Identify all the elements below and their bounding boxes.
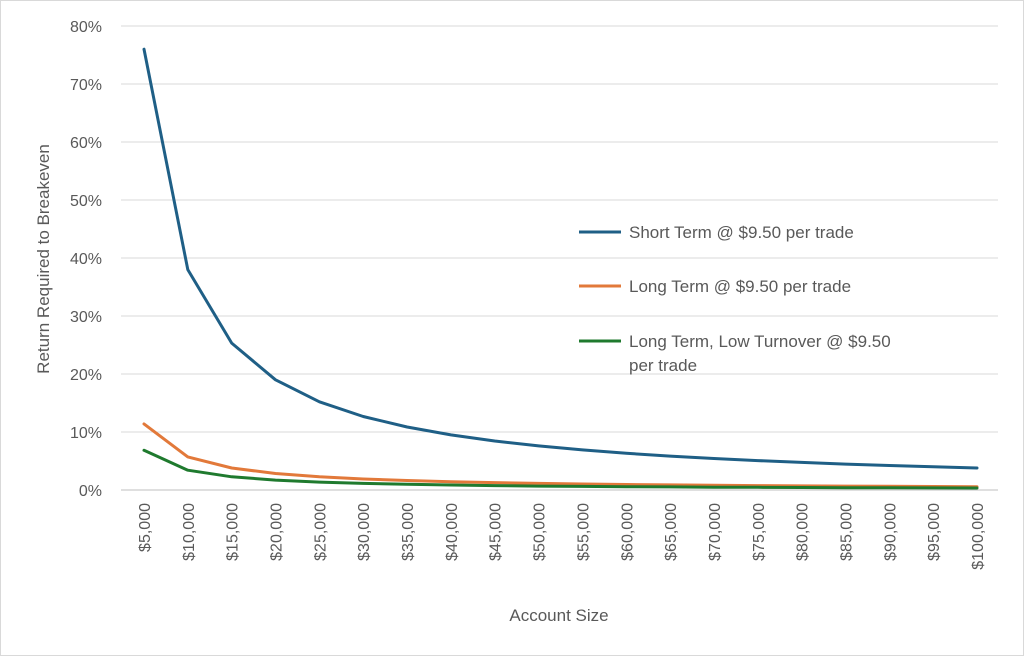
y-tick-label: 60%	[70, 135, 102, 152]
x-tick-label: $45,000	[488, 503, 505, 561]
x-tick-label: $75,000	[751, 503, 768, 561]
y-axis-title: Return Required to Breakeven	[34, 144, 53, 374]
series-line-1	[142, 47, 979, 470]
x-tick-label: $90,000	[882, 503, 899, 561]
x-tick-label: $85,000	[838, 503, 855, 561]
legend-label: Short Term @ $9.50 per trade	[629, 223, 854, 242]
x-tick-label: $95,000	[926, 503, 943, 561]
x-tick-label: $10,000	[181, 503, 198, 561]
x-axis-title: Account Size	[509, 606, 608, 625]
y-tick-label: 30%	[70, 309, 102, 326]
x-tick-label: $30,000	[356, 503, 373, 561]
x-tick-label: $5,000	[137, 503, 154, 552]
y-tick-label: 20%	[70, 367, 102, 384]
y-tick-label: 50%	[70, 193, 102, 210]
y-tick-label: 70%	[70, 77, 102, 94]
legend-label: Long Term @ $9.50 per trade	[629, 277, 851, 296]
series-line-2	[142, 422, 979, 489]
series-lines	[142, 47, 979, 490]
y-tick-label: 80%	[70, 19, 102, 36]
x-tick-label: $35,000	[400, 503, 417, 561]
x-tick-label: $15,000	[225, 503, 242, 561]
legend-label: Long Term, Low Turnover @ $9.50 per trade	[629, 332, 891, 375]
y-tick-label: 10%	[70, 425, 102, 442]
x-tick-label: $65,000	[663, 503, 680, 561]
x-tick-label: $25,000	[312, 503, 329, 561]
series-line-3	[142, 448, 979, 490]
x-tick-label: $60,000	[619, 503, 636, 561]
x-tick-label: $40,000	[444, 503, 461, 561]
y-tick-label: 40%	[70, 251, 102, 268]
x-tick-label: $70,000	[707, 503, 724, 561]
x-tick-label: $20,000	[269, 503, 286, 561]
x-tick-label: $50,000	[532, 503, 549, 561]
y-tick-label: 0%	[79, 483, 102, 500]
legend: Short Term @ $9.50 per trade Long Term @ …	[579, 223, 891, 375]
gridlines	[121, 25, 998, 491]
x-tick-label: $55,000	[575, 503, 592, 561]
x-tick-label: $80,000	[795, 503, 812, 561]
y-axis-ticks: 0% 10% 20% 30% 40% 50% 60% 70% 80%	[70, 19, 102, 500]
x-tick-label: $100,000	[970, 503, 987, 570]
x-axis-ticks: $5,000 $10,000 $15,000 $20,000 $25,000 $30,00…	[137, 503, 987, 570]
